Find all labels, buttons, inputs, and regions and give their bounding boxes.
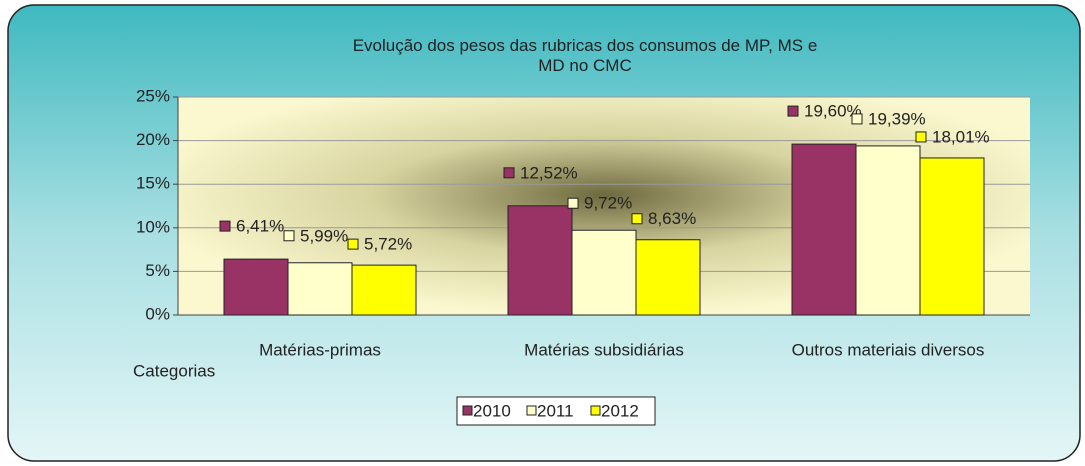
bar [571,229,637,316]
value-label-key [283,230,295,242]
value-label-key [915,131,927,143]
y-tick-label: 5% [145,261,170,280]
value-label-key [347,238,359,250]
value-label: 18,01% [932,127,990,146]
legend-label: 2011 [537,401,574,420]
legend-label: 2012 [601,401,639,420]
legend-swatch [462,405,473,416]
y-tick-label: 15% [136,174,170,193]
value-label: 6,41% [236,217,284,236]
value-label: 19,39% [868,109,926,128]
bar [791,143,857,316]
value-label-key [503,167,515,179]
bar [223,258,289,316]
y-tick-label: 0% [145,304,170,323]
value-label-key [851,113,863,125]
bar [919,157,985,316]
bar [855,145,921,316]
legend-swatch [526,405,537,416]
bar [635,239,701,316]
y-tick-label: 25% [136,86,170,105]
value-label: 12,52% [520,163,578,182]
bar [287,262,353,316]
value-label: 9,72% [584,194,632,213]
value-label-key [787,105,799,117]
value-label: 5,72% [364,235,412,254]
x-tick-label: Matérias subsidiárias [524,340,684,359]
y-tick-label: 10% [136,217,170,236]
chart-title: Evolução dos pesos das rubricas dos cons… [352,36,818,75]
value-label-key [631,213,643,225]
bar [507,205,573,316]
x-axis-label: Categorias [133,361,215,380]
value-label: 19,60% [804,102,862,121]
legend [456,396,656,426]
x-tick-label: Outros materiais diversos [792,340,985,359]
value-label-key [567,197,579,209]
value-label: 8,63% [648,209,696,228]
value-label: 5,99% [300,226,348,245]
legend-swatch [590,405,601,416]
y-tick-label: 20% [136,130,170,149]
value-label-key [219,220,231,232]
legend-label: 2010 [473,401,511,420]
x-tick-label: Matérias-primas [259,340,381,359]
bar [351,264,417,316]
